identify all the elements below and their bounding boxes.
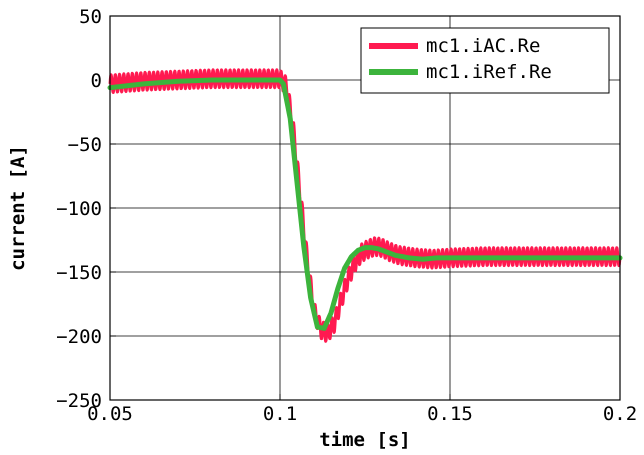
y-tick-label: 50 bbox=[79, 6, 102, 28]
legend-box bbox=[360, 27, 610, 94]
legend-label-iac: mc1.iAC.Re bbox=[426, 35, 540, 57]
y-tick-label: 0 bbox=[91, 70, 102, 92]
legend: mc1.iAC.Re mc1.iRef.Re bbox=[360, 27, 610, 94]
y-tick-label: −50 bbox=[68, 134, 102, 156]
tick-labels: 0.05 0.1 0.15 0.2 50 0 −50 −100 −150 −200 −250 bbox=[56, 6, 637, 425]
series-layer bbox=[107, 68, 623, 343]
legend-label-iref: mc1.iRef.Re bbox=[426, 61, 552, 83]
y-axis-label: current [A] bbox=[7, 145, 29, 271]
x-tick-label: 0.05 bbox=[87, 403, 133, 425]
plot-area-frame bbox=[109, 15, 621, 401]
y-tick-label: −150 bbox=[56, 262, 102, 284]
y-tick-label: −250 bbox=[56, 390, 102, 412]
x-axis-label: time [s] bbox=[319, 429, 411, 451]
x-tick-label: 0.1 bbox=[263, 403, 297, 425]
x-tick-label: 0.2 bbox=[603, 403, 637, 425]
x-tick-label: 0.15 bbox=[427, 403, 473, 425]
series-line-iref bbox=[107, 77, 623, 331]
y-tick-label: −100 bbox=[56, 198, 102, 220]
y-tick-label: −200 bbox=[56, 326, 102, 348]
